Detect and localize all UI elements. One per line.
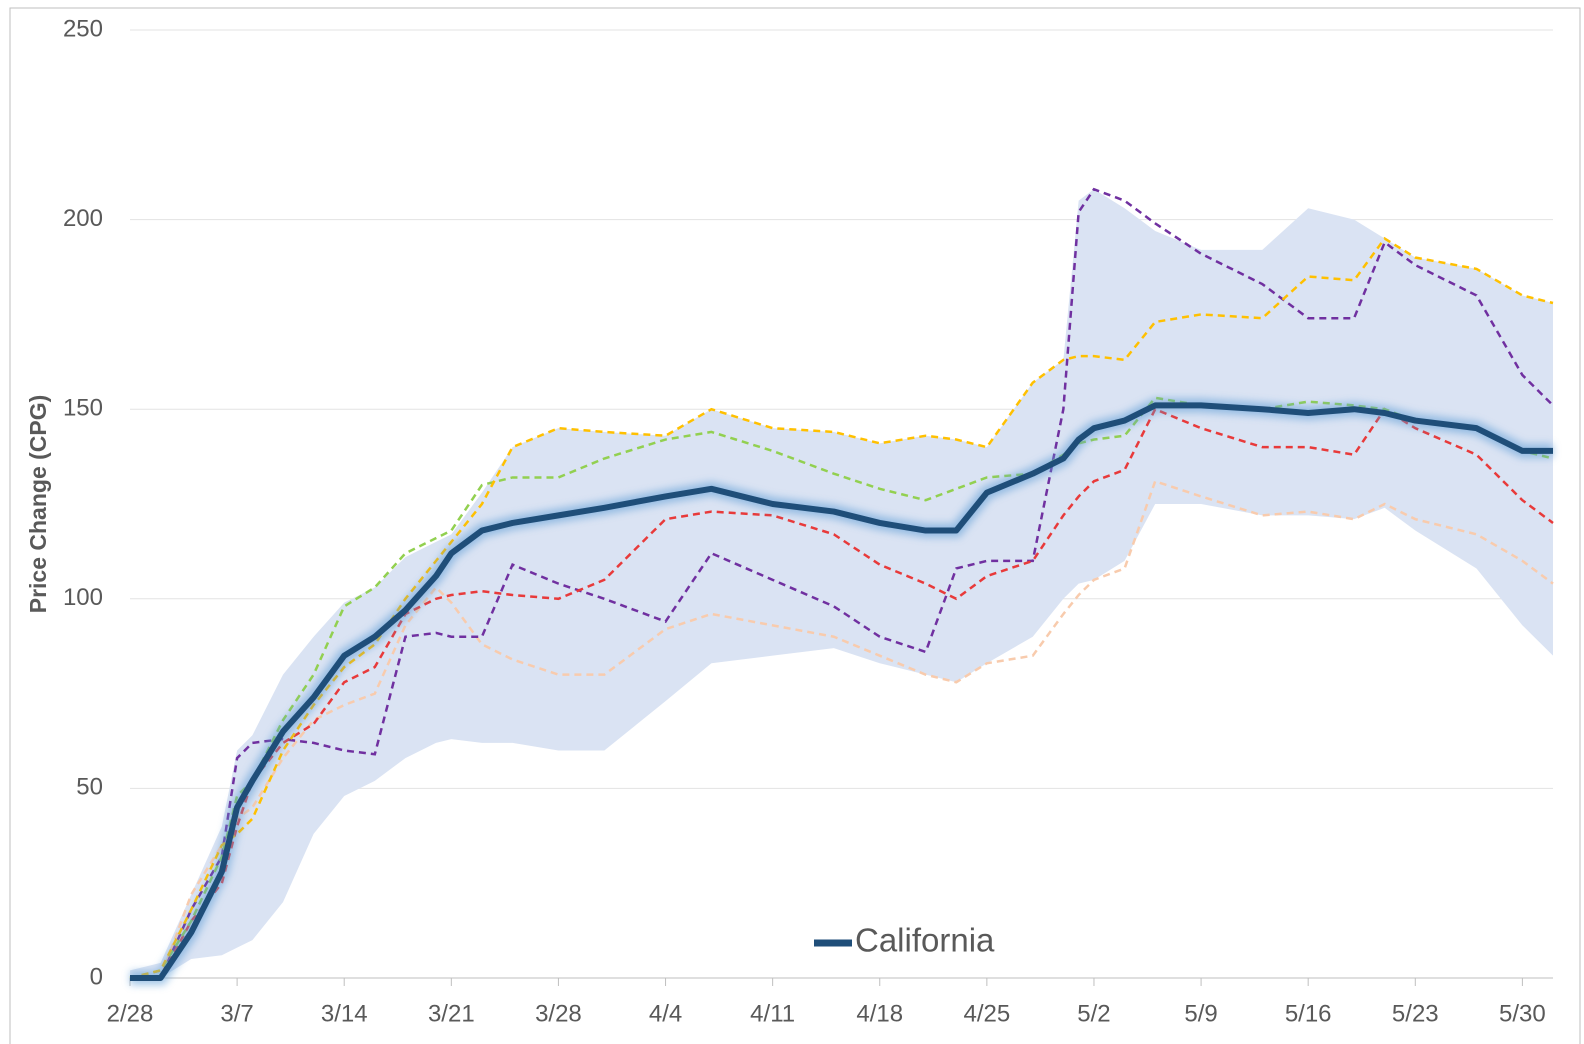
y-tick-label: 100 <box>63 584 103 611</box>
x-tick-label: 5/23 <box>1392 1000 1439 1027</box>
x-tick-label: 5/30 <box>1499 1000 1546 1027</box>
line <box>130 407 1554 980</box>
frame <box>9 7 1581 1044</box>
y-tick-label: 50 <box>76 774 103 801</box>
x-tick-label: 2/28 <box>107 1000 154 1027</box>
x-tick-label: 3/7 <box>220 1000 253 1027</box>
x-tick-label: 4/4 <box>649 1000 682 1027</box>
y-tick-label: 200 <box>63 205 103 232</box>
y-axis-label: Price Change (CPG) <box>25 395 51 614</box>
line <box>130 402 1553 981</box>
x-tick-label: 5/9 <box>1184 1000 1217 1027</box>
x-tick-label: 4/18 <box>856 1000 903 1027</box>
legend-label: California <box>855 922 995 959</box>
y-tick-label: 250 <box>63 15 103 42</box>
line <box>129 396 1554 980</box>
y-tick-label: 0 <box>90 963 103 990</box>
x-tick-label: 4/25 <box>964 1000 1011 1027</box>
y-tick-label: 150 <box>63 395 103 422</box>
line <box>130 187 1554 980</box>
x-tick-label: 3/14 <box>321 1000 368 1027</box>
x-tick-label: 5/2 <box>1077 1000 1110 1027</box>
range-band <box>130 189 1553 978</box>
x-tick-label: 5/16 <box>1285 1000 1332 1027</box>
line <box>129 236 1554 980</box>
x-tick-label: 4/11 <box>750 1000 795 1027</box>
x-tick-label: 3/28 <box>535 1000 582 1027</box>
x-tick-label: 3/21 <box>428 1000 475 1027</box>
